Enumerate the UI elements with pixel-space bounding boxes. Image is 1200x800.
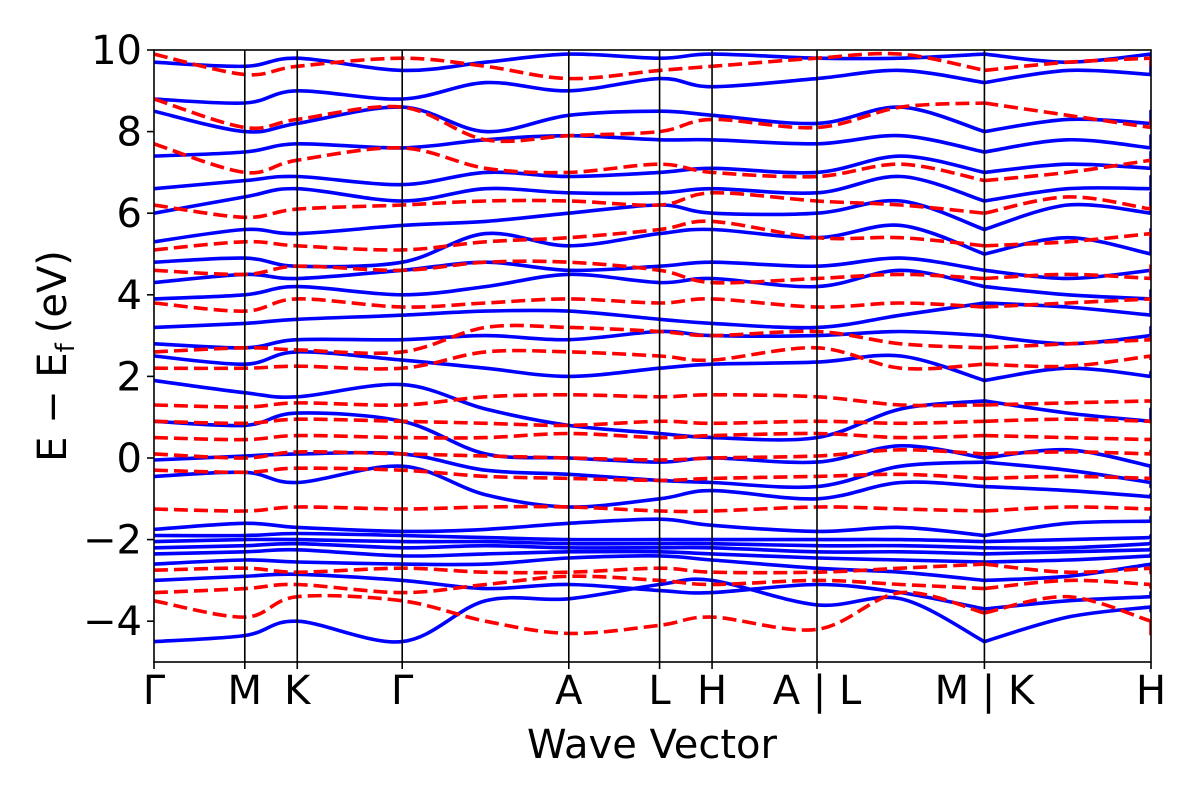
band-dashed-29-seg1 [984,474,1151,481]
band-dashed-37-seg0 [154,259,985,285]
x-tick-label: A | L [773,668,862,714]
band-dashed-31-seg0 [154,431,985,442]
band-solid-4-seg1 [982,548,1151,556]
band-dashed-25-seg1 [984,594,1151,623]
band-solid-8-seg1 [982,484,1151,499]
band-dashed-40-seg1 [984,158,1151,183]
band-dashed-26-seg0 [154,574,985,595]
plot-frame [153,49,1152,663]
band-solid-21-seg1 [982,137,1151,154]
band-solid-2-seg1 [982,562,1151,583]
x-tick-label: K [284,668,312,714]
band-solid-0-seg1 [982,605,1151,644]
band-solid-22-seg1 [982,117,1151,134]
band-dashed-26-seg1 [984,578,1151,591]
y-axis-title-subscript: f [51,342,81,352]
band-dashed-36-seg1 [984,297,1151,309]
high-symmetry-lines [243,50,986,662]
band-solid-6-seg1 [982,535,1151,544]
band-dashed-32-seg1 [984,417,1151,424]
y-tick-label: 10 [91,28,142,74]
band-dashed-42-seg1 [984,56,1151,73]
x-tick-label: L [648,668,671,714]
x-tick-label: H [1136,668,1166,714]
band-dashed-38-seg1 [984,231,1151,248]
band-solid-1-seg1 [982,594,1151,611]
band-dashed-32-seg0 [154,417,985,428]
y-tick-label: 6 [117,191,142,237]
x-tick-label: Γ [391,668,414,714]
y-axis-ticks: −4 −2 0 2 4 6 8 10 [83,28,154,645]
band-dashed-33-seg0 [154,392,985,409]
band-solid-3-seg1 [982,554,1151,564]
band-dashed-30-seg0 [154,447,985,462]
x-tick-label: Γ [143,668,166,714]
y-tick-label: −2 [83,518,142,564]
x-axis-title: Wave Vector [527,722,778,768]
band-dashed-28-seg1 [984,505,1151,513]
y-tick-label: 8 [117,110,142,156]
x-tick-label: H [697,668,727,714]
band-dashed-35-seg0 [154,323,985,356]
band-dashed-33-seg1 [984,399,1151,407]
x-tick-label: A [555,668,583,714]
y-axis-title-unit: (eV) [30,250,76,333]
band-solid-10-seg1 [982,447,1151,468]
y-axis-title: E − Ef (eV) [30,250,81,462]
band-solid-5-seg1 [982,541,1151,550]
band-solid-17-seg1 [982,235,1151,256]
band-dashed-35-seg1 [984,337,1151,350]
band-dashed-27-seg1 [984,562,1151,575]
band-dashed-39-seg1 [984,195,1151,215]
y-tick-label: 0 [117,436,142,482]
band-solid-20-seg1 [982,162,1151,175]
y-tick-label: −4 [83,599,142,645]
band-dashed-31-seg1 [984,433,1151,442]
band-dashed-38-seg0 [154,219,985,252]
band-dashed-28-seg0 [154,504,985,514]
y-tick-label: 2 [117,354,142,400]
band-solid-7-seg1 [982,519,1151,538]
band-solid-18-seg1 [982,202,1151,232]
y-tick-label: 4 [117,273,142,319]
band-solid-14-seg1 [982,301,1151,317]
band-dashed-39-seg0 [154,190,985,220]
x-tick-label: M [228,668,263,714]
band-dashed-34-seg0 [154,345,985,371]
band-dashed-34-seg1 [984,354,1151,369]
y-axis-title-main: E − E [30,352,76,462]
band-dashed-29-seg0 [154,466,985,483]
band-solid-19-seg1 [982,186,1151,203]
band-solid-23-seg1 [982,68,1151,85]
band-solid-16-seg1 [982,268,1151,281]
band-solid-12-seg1 [982,366,1151,383]
x-tick-label: M | K [935,668,1036,714]
band-dashed-37-seg1 [984,272,1151,281]
band-dashed-30-seg1 [984,450,1151,456]
band-dashed-41-seg1 [984,101,1151,130]
band-dashed-27-seg0 [154,562,985,575]
